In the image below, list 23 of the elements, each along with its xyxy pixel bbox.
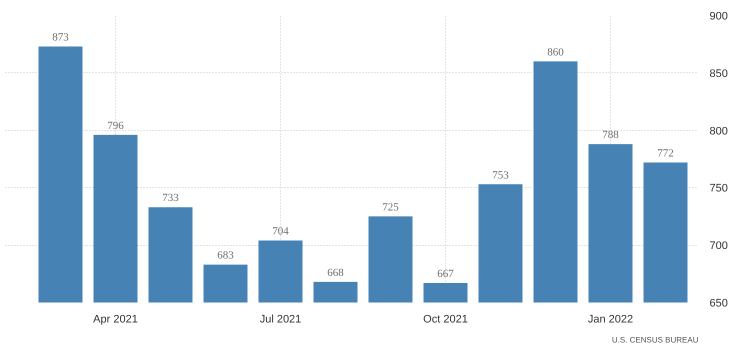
data-label: 788 bbox=[602, 129, 620, 142]
text: U.S. CENSUS BUREAU bbox=[612, 336, 699, 344]
data-label: 873 bbox=[52, 31, 70, 44]
x-tick-label: Oct 2021 bbox=[423, 314, 468, 326]
data-label: 683 bbox=[217, 250, 234, 262]
data-label: 667 bbox=[437, 268, 454, 280]
data-label: 704 bbox=[272, 226, 290, 238]
x-tick-label: Apr 2021 bbox=[93, 314, 138, 326]
y-tick-label: 650 bbox=[710, 298, 728, 310]
y-tick-label: 800 bbox=[710, 125, 728, 138]
y-tick-label: 750 bbox=[710, 182, 728, 195]
data-label: 733 bbox=[162, 192, 180, 204]
x-tick-label: Jan 2022 bbox=[588, 314, 634, 326]
y-tick-label: 850 bbox=[710, 68, 728, 80]
data-label: 772 bbox=[657, 147, 674, 160]
y-tick-label: 700 bbox=[710, 240, 728, 252]
data-label: 668 bbox=[327, 266, 344, 279]
y-tick-label: 900 bbox=[710, 10, 728, 22]
data-label: 753 bbox=[492, 169, 510, 182]
data-label: 860 bbox=[547, 46, 564, 58]
data-label: 725 bbox=[382, 201, 400, 214]
data-label: 796 bbox=[107, 120, 124, 132]
x-tick-label: Jul 2021 bbox=[260, 314, 302, 326]
